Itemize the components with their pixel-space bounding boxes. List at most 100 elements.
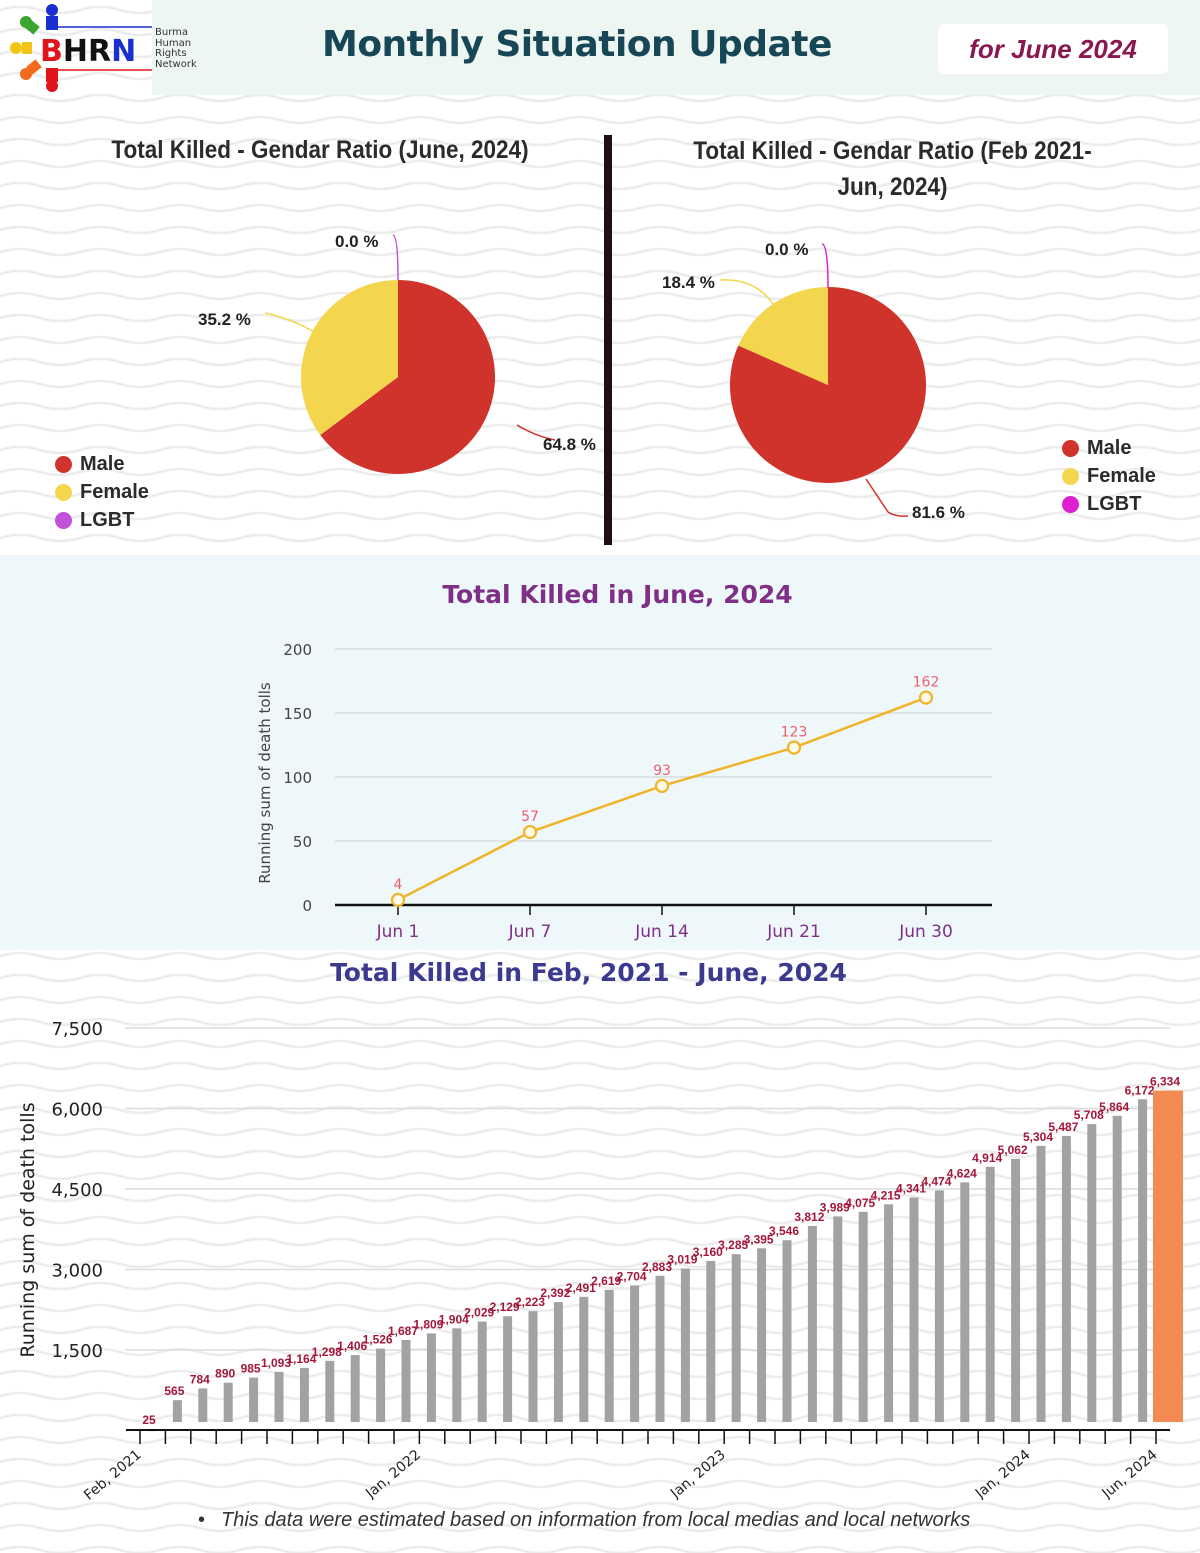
data-label: 162	[913, 675, 940, 691]
section-divider	[604, 135, 612, 545]
bar	[934, 1190, 944, 1422]
date-label: for June 2024	[969, 33, 1137, 64]
bar	[604, 1289, 614, 1422]
data-label: 4	[394, 877, 403, 893]
bar	[350, 1355, 360, 1422]
bar	[807, 1225, 817, 1422]
pie-label-female: 35.2 %	[198, 310, 251, 329]
bar	[503, 1316, 513, 1422]
bar	[706, 1260, 716, 1422]
bar-value-label: 2,883	[642, 1260, 672, 1274]
bar-value-label: 890	[215, 1367, 235, 1381]
y-axis-label: Running sum of death tolls	[256, 682, 274, 884]
x-tick-label: Jan, 2024	[972, 1447, 1034, 1500]
logo-people-icon: BHRN	[10, 4, 152, 92]
legend-label: LGBT	[1087, 492, 1142, 515]
y-tick-label: 6,000	[51, 1100, 103, 1121]
wave-line	[0, 357, 1200, 367]
bar-value-label: 1,406	[337, 1339, 367, 1353]
bar	[782, 1240, 792, 1422]
bar	[680, 1268, 690, 1422]
page-title: Monthly Situation Update	[322, 24, 832, 65]
bar-value-label: 1,164	[286, 1352, 316, 1366]
wave-line	[0, 159, 1200, 169]
data-point	[654, 778, 670, 794]
bar-value-label: 4,474	[921, 1174, 951, 1188]
legend-swatch-female	[1062, 467, 1079, 485]
wave-line	[0, 951, 1200, 961]
data-point	[918, 690, 934, 705]
bar-value-label: 2,619	[591, 1274, 621, 1288]
logo-letter-n: N	[111, 34, 136, 69]
bar-value-label: 5,487	[1048, 1120, 1078, 1134]
pie-total-title: Total Killed - Gendar Ratio (Feb 2021- J…	[647, 133, 1138, 205]
wave-line	[0, 247, 1200, 257]
x-tick-label: Feb, 2021	[81, 1447, 144, 1500]
wave-line	[0, 1017, 1200, 1027]
date-badge: for June 2024	[938, 24, 1168, 74]
wave-line	[0, 203, 1200, 213]
bar-value-label: 25	[142, 1413, 156, 1427]
wave-line	[0, 335, 1200, 345]
data-point	[522, 824, 538, 840]
bar-value-label: 2,129	[490, 1300, 520, 1314]
wave-line	[0, 533, 1200, 543]
pie-label-male: 81.6 %	[912, 503, 965, 522]
pie-label-lgbt: 0.0 %	[765, 240, 808, 259]
bar	[172, 1400, 182, 1422]
logo-subtitle: Burma Human Rights Network	[155, 27, 197, 70]
leader-line-lgbt	[392, 234, 399, 281]
data-label: 123	[781, 725, 808, 741]
bar	[731, 1254, 741, 1422]
legend-item-female: Female	[1062, 462, 1156, 490]
wave-line	[0, 1545, 1200, 1553]
bar-value-label: 3,160	[693, 1245, 723, 1259]
bar	[909, 1197, 919, 1422]
logo-letter-r: R	[88, 34, 111, 69]
pie-slice-female	[300, 280, 398, 435]
x-tick-label: Jun 21	[766, 922, 821, 942]
bar-value-label: 4,341	[896, 1182, 926, 1196]
bar	[198, 1388, 208, 1422]
bar	[1036, 1145, 1046, 1422]
bar-value-label: 5,062	[998, 1143, 1028, 1157]
bar-value-label: 4,075	[845, 1196, 875, 1210]
leader-line-female	[264, 312, 315, 333]
bar-value-label: 4,624	[947, 1166, 977, 1180]
wave-line	[0, 93, 1200, 103]
legend-item-female: Female	[55, 478, 149, 506]
legend-swatch-male	[55, 455, 72, 473]
bar-value-label: 4,215	[871, 1188, 901, 1202]
pie-total-title-line: Total Killed - Gendar Ratio (Feb 2021-	[693, 137, 1092, 165]
wave-line	[0, 269, 1200, 279]
bar-value-label: 1,687	[388, 1324, 418, 1338]
leader-line-female	[719, 279, 774, 305]
wave-line	[0, 115, 1200, 125]
logo-subtitle-line: Network	[155, 58, 197, 70]
y-tick-label: 4,500	[51, 1180, 103, 1201]
y-axis-label: Running sum of death tolls	[17, 1102, 39, 1357]
data-point	[390, 892, 406, 907]
bar	[274, 1371, 284, 1422]
legend-label: Female	[80, 480, 149, 503]
wave-line	[0, 225, 1200, 235]
x-tick-label: Jan, 2022	[362, 1447, 424, 1500]
bar-value-label: 3,285	[718, 1238, 748, 1252]
logo-subtitle-line: Rights	[155, 48, 187, 59]
bar-value-label: 2,491	[566, 1281, 596, 1295]
pie-june-title: Total Killed - Gendar Ratio (June, 2024)	[111, 136, 529, 164]
bar	[757, 1248, 767, 1422]
wave-line	[0, 313, 1200, 323]
data-point	[786, 740, 802, 755]
bar	[452, 1328, 462, 1422]
bar	[426, 1333, 436, 1422]
y-tick-label: 150	[283, 705, 312, 723]
line-series	[397, 696, 927, 901]
svg-text:BHRN: BHRN	[40, 34, 136, 69]
bar	[376, 1348, 386, 1422]
bar-chart-title: Total Killed in Feb, 2021 - June, 2024	[330, 958, 847, 987]
wave-line	[0, 1501, 1200, 1511]
pie-label-male: 64.8 %	[543, 435, 596, 454]
logo-subtitle-line: Burma	[155, 27, 189, 38]
bar	[223, 1382, 233, 1422]
